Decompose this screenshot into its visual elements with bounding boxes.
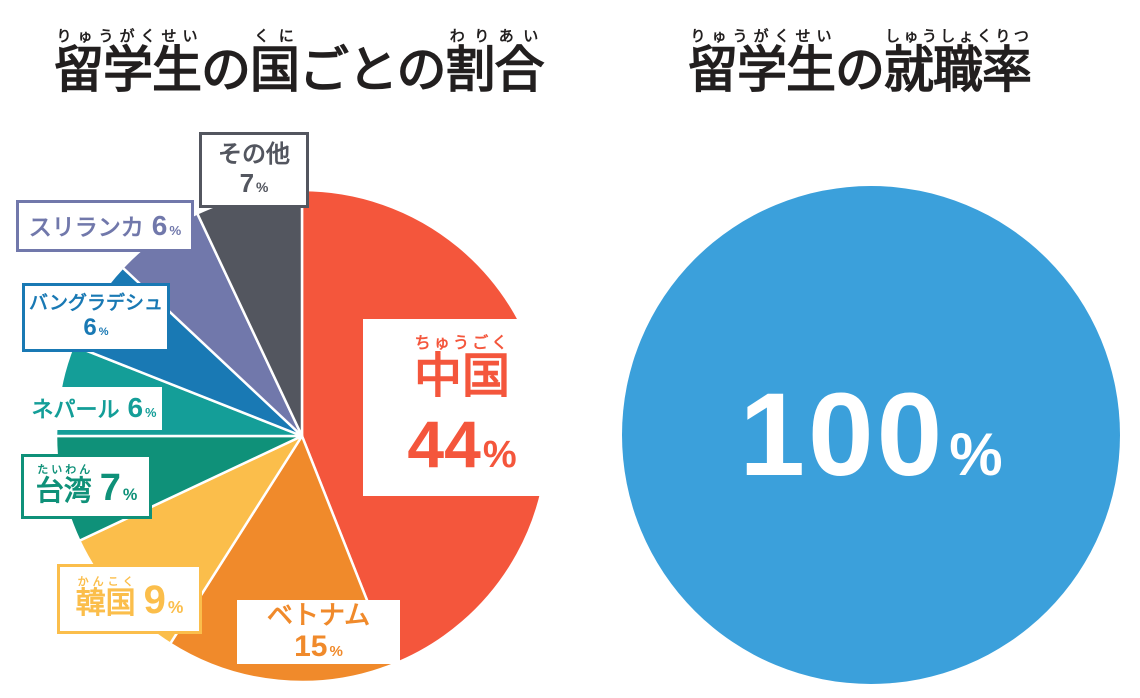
label-korea-text: 韓国かんこく 9% xyxy=(75,576,184,622)
label-china-name: 中国ちゅうごく xyxy=(413,334,510,403)
label-korea: 韓国かんこく 9% xyxy=(57,564,202,634)
label-korea-furigana: かんこく xyxy=(75,576,136,588)
label-taiwan: 台湾たいわん 7% xyxy=(21,454,152,519)
label-srilanka-text: スリランカ 6% xyxy=(28,209,182,241)
title-seg-furigana: しゅうしょくりつ xyxy=(884,28,1031,45)
title-seg-base: 割合 xyxy=(445,42,545,98)
employment-circle: 100% xyxy=(622,186,1120,684)
title-seg-base: 留学生 xyxy=(54,42,202,98)
label-other-name: その他 xyxy=(218,141,290,169)
label-china: 中国ちゅうごく 44% xyxy=(363,319,561,496)
label-china-furigana: ちゅうごく xyxy=(413,334,510,352)
percent-sign: % xyxy=(256,178,269,195)
label-other-value: 7% xyxy=(239,167,269,198)
label-bangladesh-value: 6% xyxy=(83,313,109,341)
left-chart-title: 留学生りゅうがくせいの国くにごとの割合わりあい xyxy=(54,28,545,98)
label-vietnam-value: 15% xyxy=(294,629,343,663)
title-seg-base: 留学生 xyxy=(688,42,836,98)
title-seg-base: の xyxy=(201,42,251,98)
percent-sign: % xyxy=(482,433,517,476)
percent-sign: % xyxy=(329,642,343,660)
percent-sign: % xyxy=(145,405,157,421)
title-seg-furigana: わりあい xyxy=(445,28,544,45)
label-nepal-text: ネパール 6% xyxy=(31,392,157,424)
label-vietnam: ベトナム 15% xyxy=(237,600,400,664)
right-chart-title: 留学生りゅうがくせいの就職率しゅうしょくりつ xyxy=(688,28,1032,98)
percent-sign: % xyxy=(122,485,138,504)
percent-sign: % xyxy=(167,597,184,617)
title-seg-furigana: くに xyxy=(250,28,299,45)
percent-sign: % xyxy=(949,421,1003,488)
percent-sign: % xyxy=(98,325,109,338)
employment-value: 100% xyxy=(739,369,1003,501)
percent-sign: % xyxy=(169,222,182,238)
label-bangladesh: バングラデシュ 6% xyxy=(22,283,170,352)
label-srilanka: スリランカ 6% xyxy=(16,200,194,252)
label-other: その他 7% xyxy=(199,132,309,208)
title-seg-base: 国 xyxy=(250,42,300,98)
left-title-ruby-text: 留学生りゅうがくせいの国くにごとの割合わりあい xyxy=(54,28,545,98)
label-taiwan-text: 台湾たいわん 7% xyxy=(35,463,138,509)
title-seg-base: 就職率 xyxy=(884,42,1032,98)
label-bangladesh-name: バングラデシュ xyxy=(29,292,163,314)
title-seg-base: ごとの xyxy=(299,42,446,98)
title-seg-base: の xyxy=(835,42,885,98)
label-china-value: 44% xyxy=(407,406,517,481)
label-taiwan-furigana: たいわん xyxy=(35,463,92,476)
title-seg-furigana: りゅうがくせい xyxy=(54,28,201,45)
label-nepal: ネパール 6% xyxy=(26,387,162,430)
right-title-ruby-text: 留学生りゅうがくせいの就職率しゅうしょくりつ xyxy=(688,28,1032,98)
title-seg-furigana: りゅうがくせい xyxy=(688,28,835,45)
label-vietnam-name: ベトナム xyxy=(266,600,371,631)
